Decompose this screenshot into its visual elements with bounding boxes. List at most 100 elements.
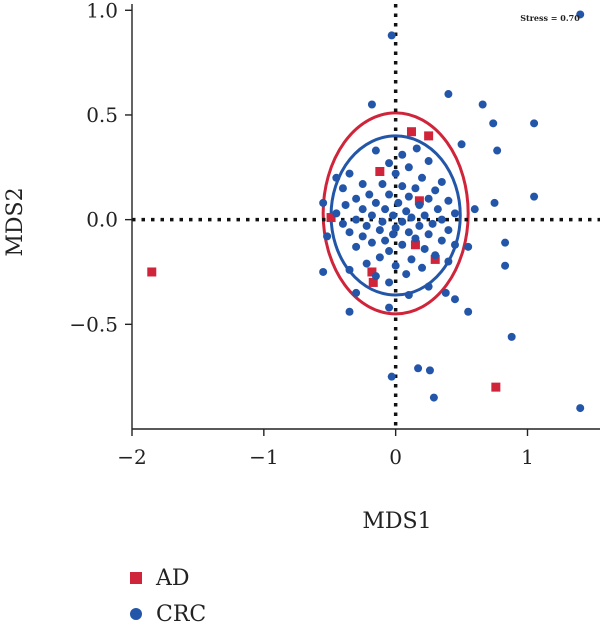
point-crc	[431, 186, 440, 195]
point-crc	[358, 205, 367, 214]
point-crc	[418, 263, 427, 272]
point-crc	[437, 236, 446, 245]
point-crc	[345, 307, 354, 316]
points-layer	[147, 10, 585, 413]
point-crc	[385, 159, 394, 168]
legend-item-ad: AD	[130, 560, 206, 596]
point-crc	[381, 205, 390, 214]
point-crc	[341, 200, 350, 209]
point-crc	[338, 219, 347, 228]
point-ad	[410, 240, 420, 250]
legend-label-crc: CRC	[156, 601, 207, 627]
point-ad	[424, 131, 434, 141]
point-crc	[371, 146, 380, 155]
ellipse-ad	[321, 111, 470, 316]
x-tick-label: −2	[117, 445, 146, 469]
point-crc	[389, 230, 398, 239]
point-crc	[398, 240, 407, 249]
legend: AD CRC	[130, 560, 206, 632]
point-crc	[345, 265, 354, 274]
x-tick-label: −1	[249, 445, 278, 469]
point-crc	[358, 232, 367, 241]
point-crc	[407, 255, 416, 264]
point-crc	[420, 211, 429, 220]
point-ad	[326, 213, 336, 223]
point-crc	[404, 163, 413, 172]
point-crc	[352, 194, 361, 203]
point-crc	[402, 207, 411, 216]
point-ad	[414, 196, 424, 206]
point-crc	[433, 205, 442, 214]
point-crc	[319, 198, 328, 207]
point-crc	[398, 182, 407, 191]
point-crc	[444, 196, 453, 205]
point-crc	[352, 288, 361, 297]
point-crc	[385, 278, 394, 287]
point-ad	[491, 382, 501, 392]
point-crc	[367, 100, 376, 109]
x-axis-label: MDS1	[362, 509, 431, 534]
point-crc	[576, 10, 585, 19]
point-crc	[391, 261, 400, 270]
point-crc	[428, 219, 437, 228]
point-crc	[450, 209, 459, 218]
point-crc	[378, 217, 387, 226]
point-crc	[391, 169, 400, 178]
point-crc	[375, 253, 384, 262]
point-crc	[332, 173, 341, 182]
point-crc	[490, 198, 499, 207]
point-crc	[441, 288, 450, 297]
point-crc	[378, 180, 387, 189]
point-crc	[352, 215, 361, 224]
point-crc	[431, 251, 440, 260]
point-crc	[345, 169, 354, 178]
point-crc	[424, 194, 433, 203]
point-crc	[478, 100, 487, 109]
point-ad	[367, 267, 377, 277]
point-crc	[362, 259, 371, 268]
point-crc	[387, 372, 396, 381]
point-crc	[437, 215, 446, 224]
point-crc	[450, 295, 459, 304]
point-crc	[338, 184, 347, 193]
point-crc	[437, 177, 446, 186]
y-tick-label: −0.5	[69, 312, 118, 336]
point-crc	[489, 119, 498, 128]
point-crc	[385, 303, 394, 312]
legend-marker-ad	[130, 572, 142, 584]
point-ad	[368, 277, 378, 287]
point-crc	[420, 244, 429, 253]
y-axis-label: MDS2	[3, 187, 28, 256]
point-crc	[576, 404, 585, 413]
point-crc	[371, 272, 380, 281]
point-crc	[389, 211, 398, 220]
point-crc	[362, 221, 371, 230]
x-tick-label: 1	[521, 445, 534, 469]
point-crc	[404, 192, 413, 201]
point-crc	[450, 240, 459, 249]
legend-marker-crc	[130, 608, 142, 620]
point-crc	[387, 31, 396, 40]
point-crc	[530, 119, 539, 128]
y-tick-label: 0.0	[86, 208, 118, 232]
point-crc	[444, 226, 453, 235]
point-crc	[391, 224, 400, 233]
point-crc	[367, 211, 376, 220]
point-ad	[406, 127, 416, 137]
point-crc	[414, 364, 423, 373]
point-crc	[415, 221, 424, 230]
point-crc	[358, 180, 367, 189]
point-crc	[444, 90, 453, 99]
point-crc	[424, 230, 433, 239]
point-crc	[332, 209, 341, 218]
point-crc	[385, 190, 394, 199]
point-crc	[404, 291, 413, 300]
point-crc	[464, 242, 473, 251]
point-crc	[444, 257, 453, 266]
point-crc	[323, 232, 332, 241]
point-crc	[412, 144, 421, 153]
point-ad	[430, 254, 440, 264]
reference-lines	[132, 4, 600, 429]
stress-label: Stress = 0.70	[520, 13, 580, 23]
